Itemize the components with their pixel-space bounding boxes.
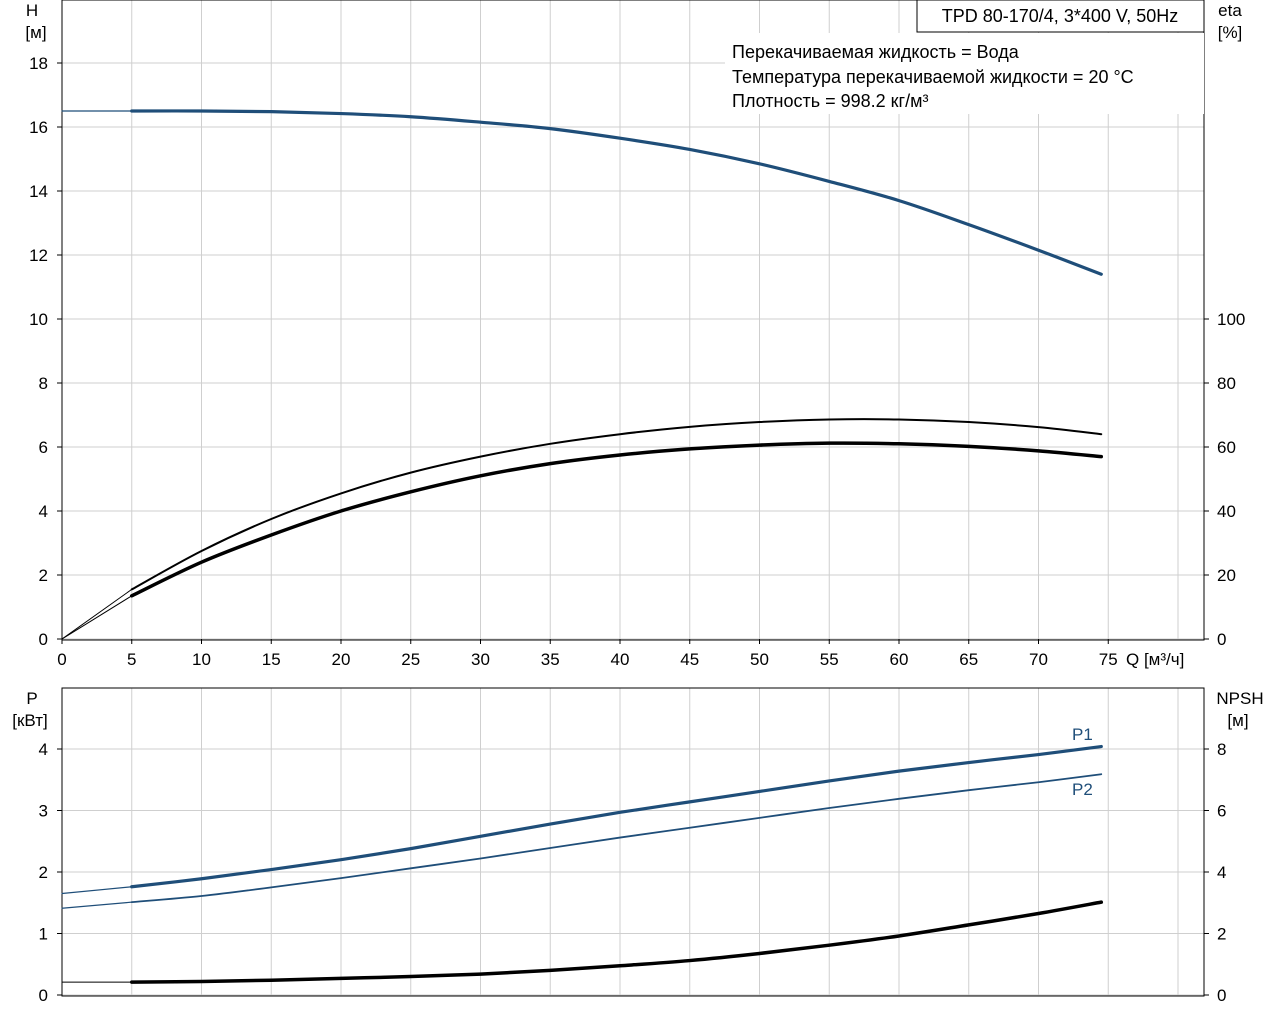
h-axis-label: H	[26, 1, 38, 20]
p1-curve	[130, 744, 1103, 889]
x-tick-label: 25	[401, 650, 420, 669]
top-right-ticks: 0 20 40 60 80 100	[1204, 310, 1245, 649]
x-axis-label: Q [м³/ч]	[1126, 650, 1184, 669]
pump-title: TPD 80-170/4, 3*400 V, 50Hz	[942, 6, 1179, 26]
x-tick-label: 45	[680, 650, 699, 669]
density-line: Плотность = 998.2 кг/м³	[732, 91, 928, 111]
y-left-tick-label: 10	[29, 310, 48, 329]
y-left-tick-label: 2	[39, 863, 48, 882]
y-right-tick-label: 100	[1217, 310, 1245, 329]
y-right-tick-label: 8	[1217, 740, 1226, 759]
curve-top-3	[61, 588, 133, 640]
bottom-plot-frame	[61, 687, 1205, 997]
y-left-tick-label: 8	[39, 374, 48, 393]
curve-bottom-3	[61, 901, 133, 909]
y-left-tick-label: 0	[39, 630, 48, 649]
top-panel: 0 2 4 6 8 10 12 14 16 18 0 20 40 60 80 100 0 5 10 15 20 25 3…	[25, 0, 1245, 669]
p2-curve	[130, 773, 1103, 904]
p1-series-label: P1	[1072, 725, 1093, 744]
y-left-tick-label: 14	[29, 182, 48, 201]
x-tick-label: 35	[541, 650, 560, 669]
y-left-tick-label: 4	[39, 502, 48, 521]
y-right-tick-label: 4	[1217, 863, 1226, 882]
temperature-line: Температура перекачиваемой жидкости = 20…	[732, 67, 1134, 87]
y-right-tick-label: 6	[1217, 802, 1226, 821]
top-plot-frame	[61, 0, 1205, 641]
bottom-series	[61, 744, 1104, 984]
h-axis-unit: [м]	[25, 23, 46, 42]
info-box	[725, 33, 1204, 114]
eta-axis-label: eta	[1218, 1, 1242, 20]
eta-axis-unit: [%]	[1218, 23, 1243, 42]
y-left-tick-label: 18	[29, 54, 48, 73]
p2-series-label: P2	[1072, 780, 1093, 799]
top-series	[61, 109, 1104, 640]
p-axis-unit: [кВт]	[12, 711, 47, 730]
y-left-tick-label: 1	[39, 925, 48, 944]
bottom-left-ticks: 0 1 2 3 4	[39, 740, 62, 1005]
x-tick-label: 30	[471, 650, 490, 669]
y-right-tick-label: 20	[1217, 566, 1236, 585]
y-right-tick-label: 0	[1217, 630, 1226, 649]
y-right-tick-label: 40	[1217, 502, 1236, 521]
y-left-tick-label: 4	[39, 740, 48, 759]
y-right-tick-label: 80	[1217, 374, 1236, 393]
curve-top-4	[130, 441, 1104, 598]
y-left-tick-label: 6	[39, 438, 48, 457]
liquid-line: Перекачиваемая жидкость = Вода	[732, 42, 1020, 62]
top-left-ticks: 0 2 4 6 8 10 12 14 16 18	[29, 54, 62, 649]
bottom-panel: 0 1 2 3 4 0 2 4 6 8 P [кВт] NPSH [м] P1 P2	[12, 687, 1264, 1005]
y-right-tick-label: 0	[1217, 986, 1226, 1005]
bottom-grid	[62, 688, 1204, 996]
x-tick-label: 15	[262, 650, 281, 669]
curve-top-2	[130, 418, 1103, 591]
x-ticks: 0 5 10 15 20 25 30 35 40 45 50 55 60 65 70 75	[57, 639, 1118, 669]
y-left-tick-label: 12	[29, 246, 48, 265]
y-left-tick-label: 3	[39, 802, 48, 821]
y-left-tick-label: 2	[39, 566, 48, 585]
x-tick-label: 65	[959, 650, 978, 669]
p-axis-label: P	[26, 689, 37, 708]
title-box	[916, 0, 1205, 33]
npsh-axis-unit: [м]	[1227, 711, 1248, 730]
y-right-tick-label: 60	[1217, 438, 1236, 457]
y-right-tick-label: 2	[1217, 925, 1226, 944]
y-left-tick-label: 0	[39, 986, 48, 1005]
x-tick-label: 50	[750, 650, 769, 669]
x-tick-label: 70	[1029, 650, 1048, 669]
y-left-tick-label: 16	[29, 118, 48, 137]
curve-bottom-1	[61, 886, 133, 895]
curve-top-5	[61, 595, 133, 640]
x-tick-label: 0	[57, 650, 66, 669]
npsh-axis-label: NPSH	[1216, 689, 1263, 708]
curve-bottom-4	[130, 900, 1104, 984]
x-tick-label: 60	[890, 650, 909, 669]
x-tick-label: 20	[332, 650, 351, 669]
x-tick-label: 5	[127, 650, 136, 669]
curve-top-0	[130, 109, 1103, 276]
bottom-right-ticks: 0 2 4 6 8	[1204, 740, 1226, 1005]
x-tick-label: 75	[1099, 650, 1118, 669]
x-tick-label: 55	[820, 650, 839, 669]
x-tick-label: 10	[192, 650, 211, 669]
x-tick-label: 40	[611, 650, 630, 669]
